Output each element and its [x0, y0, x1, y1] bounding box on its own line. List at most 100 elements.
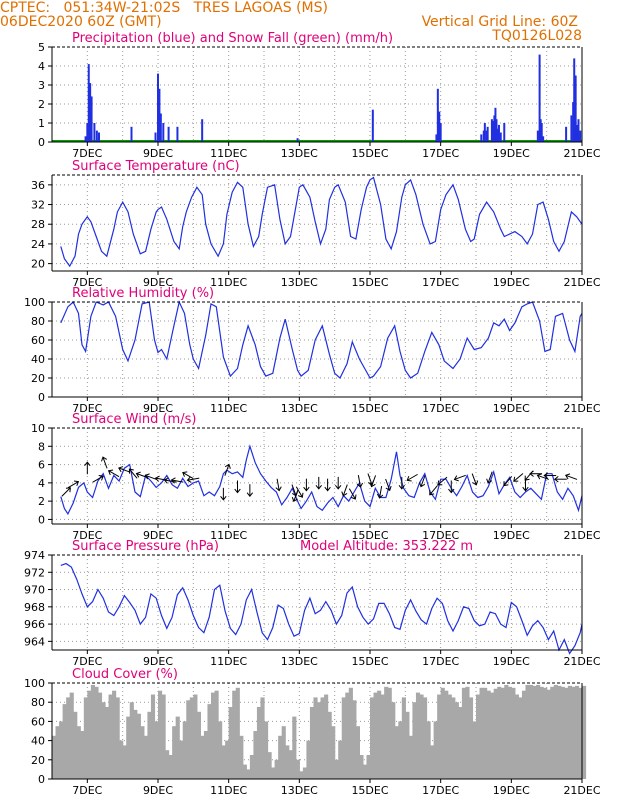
cloud-bar	[465, 686, 470, 779]
cloud-bar	[423, 697, 428, 779]
wind-arrow	[275, 478, 282, 492]
cloud-title: Cloud Cover (%)	[72, 667, 178, 682]
cloud-bar	[179, 740, 184, 779]
pressure-xtick-label: 13DEC	[281, 655, 318, 668]
wind-arrow-shaft	[348, 488, 356, 500]
temp-xtick-label: 17DEC	[422, 276, 459, 289]
precip-bar	[480, 134, 483, 142]
cloud-bar	[511, 687, 516, 779]
wind-arrow-shaft	[224, 464, 230, 476]
wind-arrow-shaft	[276, 478, 280, 491]
wind-arrow-head	[448, 488, 455, 494]
precip-bar	[490, 119, 493, 142]
wind-arrow	[107, 469, 120, 478]
wind-arrow	[234, 480, 241, 494]
cloud-bar	[430, 745, 435, 779]
temp-line	[60, 176, 583, 268]
cloud-bar	[281, 726, 286, 779]
cloud-bar	[232, 690, 237, 779]
cloud-bar	[302, 767, 307, 779]
precip-bar	[157, 73, 159, 142]
wind-arrow	[437, 476, 448, 486]
cloud-bar	[493, 688, 498, 779]
wind-arrow-head	[73, 480, 80, 487]
cloud-bar	[345, 692, 350, 779]
wind-arrow	[536, 473, 549, 480]
precip-ytick-label: 5	[38, 41, 45, 54]
cloud-bar	[479, 687, 484, 779]
cloud-bar	[458, 707, 463, 779]
wind-arrow-shaft	[102, 456, 108, 469]
wind-arrow-head	[144, 473, 150, 480]
wind-arrow	[220, 487, 227, 501]
precip-ytick-label: 4	[38, 60, 45, 73]
precip-bar	[542, 136, 545, 142]
precip-bar	[159, 113, 162, 142]
wind-arrow	[543, 472, 557, 479]
wind-line	[60, 444, 583, 516]
cloud-bar	[129, 702, 134, 779]
cloud-bar	[228, 707, 233, 779]
precip-xtick-label: 15DEC	[351, 147, 388, 160]
cloud-bar	[136, 713, 141, 779]
cloud-bar	[239, 735, 244, 779]
temp-xtick-label: 21DEC	[563, 276, 600, 289]
wind-arrow-head	[84, 461, 91, 467]
cloud-bar	[97, 692, 103, 779]
precip-xtick-label: 7DEC	[72, 147, 102, 160]
precip-xtick-label: 13DEC	[281, 147, 318, 160]
rh-line	[60, 300, 583, 379]
rh-ytick-label: 20	[31, 372, 45, 385]
wind-arrow-head	[246, 492, 254, 497]
cloud-bar	[419, 694, 424, 779]
precip-bar	[482, 130, 485, 142]
cloud-bar	[433, 721, 438, 779]
precip-bar	[154, 132, 157, 142]
wind-arrow-shaft	[118, 467, 131, 473]
pressure-ytick-label: 968	[24, 601, 45, 614]
wind-panel: Surface Wind (m/s) 0 2 4 6 8 10 7DEC 9DEC 11DEC 13…	[31, 412, 601, 542]
cloud-bar	[370, 697, 375, 779]
temp-xtick-label: 13DEC	[281, 276, 318, 289]
wind-arrow-shaft	[513, 473, 524, 482]
cloud-bar	[320, 697, 325, 779]
cloud-ytick-label: 80	[31, 696, 45, 709]
cloud-bar	[398, 721, 403, 779]
wind-arrow-shaft	[61, 487, 71, 497]
precip-bar	[439, 123, 442, 142]
cloud-bar	[211, 692, 216, 779]
precip-bar	[540, 123, 543, 142]
wind-arrow-head	[522, 486, 529, 492]
wind-arrow-shaft	[379, 486, 383, 498]
temp-xtick-label: 7DEC	[72, 276, 102, 289]
precip-bar	[435, 134, 438, 142]
wind-arrow-shaft	[293, 489, 299, 502]
wind-arrow	[376, 486, 384, 499]
temp-panel: Surface Temperature (nC) 20 24 28 32 36 7DEC 9D…	[31, 159, 601, 289]
wind-arrow-head	[419, 482, 426, 488]
cloud-bar	[66, 697, 71, 779]
cloud-bar	[454, 702, 459, 779]
cloud-bar	[200, 735, 205, 779]
cloud-bar	[341, 697, 346, 779]
cloud-bar	[278, 735, 283, 779]
cloud-bar	[235, 687, 240, 779]
wind-ytick-label: 8	[38, 440, 45, 453]
cloud-bar	[444, 690, 449, 779]
wind-arrow	[356, 475, 364, 488]
cloud-bar	[426, 721, 431, 779]
cloud-bar	[267, 752, 272, 779]
cloud-bar	[387, 687, 392, 779]
wind-arrow	[341, 484, 348, 497]
wind-arrow-shaft	[295, 486, 303, 498]
precip-bar	[162, 123, 165, 142]
cloud-bar	[334, 759, 339, 779]
rh-ytick-label: 80	[31, 315, 45, 328]
cloud-bar	[168, 755, 173, 779]
wind-arrow	[324, 478, 331, 492]
cloud-bar	[69, 692, 74, 779]
temp-xtick-label: 11DEC	[210, 276, 247, 289]
cloud-bar	[486, 690, 491, 779]
wind-ytick-label: 10	[31, 422, 45, 435]
wind-arrow	[246, 484, 254, 497]
